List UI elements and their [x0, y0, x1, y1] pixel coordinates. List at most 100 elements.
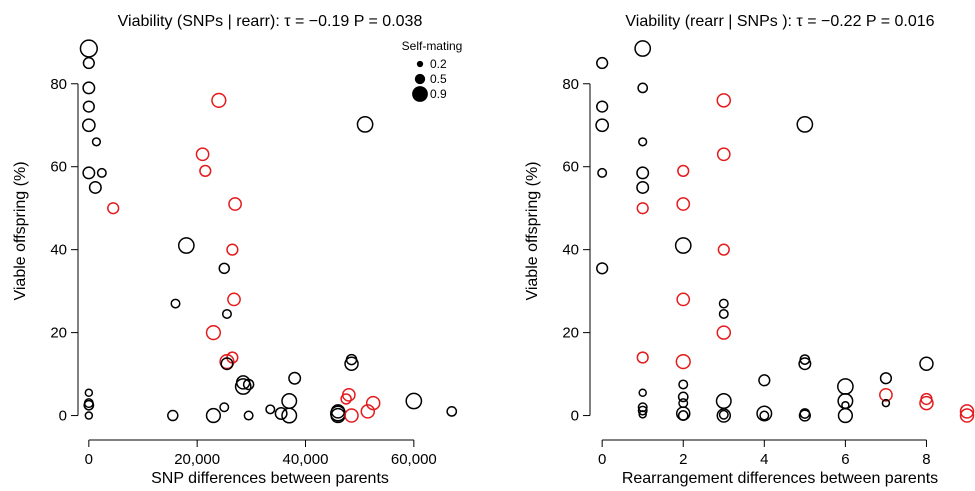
y-axis-label: Viable offspring (%) — [12, 161, 29, 300]
data-point — [678, 398, 689, 409]
data-point — [220, 357, 234, 371]
data-point — [167, 409, 179, 422]
legend-label: 0.2 — [430, 57, 447, 71]
data-point — [177, 237, 195, 254]
data-point — [340, 393, 352, 405]
legend-marker — [416, 60, 424, 68]
data-point — [595, 118, 610, 133]
data-point — [281, 393, 298, 410]
data-points — [595, 40, 975, 424]
data-point — [596, 100, 609, 113]
data-point — [675, 354, 691, 370]
data-point — [288, 371, 302, 385]
data-point — [638, 137, 648, 147]
data-point — [82, 56, 95, 70]
data-point — [959, 404, 975, 419]
right-panel: Viability (rearr | SNPs ): τ = −0.22 P =… — [524, 13, 975, 487]
y-tick-label: 60 — [50, 159, 67, 176]
data-point — [718, 308, 729, 319]
data-point — [677, 410, 689, 421]
x-tick-label: 4 — [760, 451, 768, 468]
x-tick-label: 20,000 — [174, 451, 220, 468]
data-point — [243, 410, 254, 421]
data-point — [920, 392, 933, 406]
data-point — [274, 406, 288, 420]
data-point — [195, 147, 210, 162]
legend-label: 0.9 — [430, 87, 447, 101]
data-point — [446, 406, 458, 417]
data-point — [919, 356, 934, 371]
data-point — [881, 398, 891, 408]
data-point — [596, 262, 609, 275]
data-point — [79, 39, 98, 58]
data-point — [798, 357, 812, 371]
data-point — [235, 375, 251, 390]
legend-label: 0.5 — [430, 72, 447, 86]
data-point — [756, 405, 773, 422]
data-point — [81, 118, 96, 133]
data-point — [638, 410, 647, 419]
data-point — [265, 404, 276, 415]
data-point — [227, 292, 241, 307]
data-point — [637, 405, 648, 416]
data-point — [596, 56, 609, 70]
data-point — [356, 116, 374, 133]
data-point — [677, 391, 689, 403]
data-point — [678, 379, 689, 390]
left-panel: Viability (SNPs | rearr): τ = −0.19 P = … — [12, 13, 462, 487]
x-tick-label: 8 — [922, 451, 930, 468]
legend: Self-mating 0.20.50.9 — [402, 39, 463, 102]
data-point — [228, 197, 242, 211]
chart-title: Viability (rearr | SNPs ): τ = −0.22 P =… — [625, 13, 934, 30]
legend-marker — [412, 86, 428, 102]
data-point — [365, 395, 381, 411]
data-point — [759, 410, 770, 421]
data-point — [88, 180, 102, 194]
data-point — [82, 166, 96, 180]
x-tick-label: 0 — [598, 451, 606, 468]
data-point — [717, 243, 730, 256]
data-point — [107, 202, 120, 215]
data-point — [796, 116, 814, 133]
data-point — [96, 167, 107, 178]
data-point — [636, 166, 650, 180]
y-tick-label: 20 — [562, 325, 579, 342]
data-point — [758, 374, 771, 387]
y-tick-label: 20 — [50, 325, 67, 342]
legend-title: Self-mating — [402, 39, 463, 53]
data-point — [84, 388, 94, 397]
y-tick-label: 80 — [562, 76, 579, 93]
data-point — [205, 324, 222, 341]
data-point — [715, 393, 732, 410]
x-tick-label: 60,000 — [391, 451, 437, 468]
data-point — [281, 407, 298, 424]
data-point — [638, 388, 647, 397]
data-point — [879, 387, 893, 402]
data-point — [211, 92, 227, 108]
data-point — [360, 404, 376, 419]
data-point — [798, 409, 811, 422]
data-point — [345, 353, 358, 366]
y-tick-label: 0 — [571, 408, 579, 425]
data-point — [636, 202, 649, 215]
data-point — [919, 395, 934, 411]
data-point — [405, 392, 423, 410]
data-point — [82, 100, 95, 113]
data-point — [84, 411, 94, 420]
data-point — [82, 81, 96, 95]
data-point — [218, 262, 230, 275]
data-point — [344, 356, 359, 371]
data-point — [234, 378, 252, 395]
data-point — [879, 372, 893, 385]
x-axis-label: SNP differences between parents — [151, 470, 389, 487]
data-point — [597, 167, 608, 178]
data-point — [226, 243, 239, 256]
data-point — [205, 407, 222, 424]
chart-title: Viability (SNPs | rearr): τ = −0.19 P = … — [118, 13, 423, 30]
data-point — [677, 164, 690, 177]
y-tick-label: 80 — [50, 76, 67, 93]
data-point — [634, 40, 652, 57]
data-point — [91, 137, 102, 147]
